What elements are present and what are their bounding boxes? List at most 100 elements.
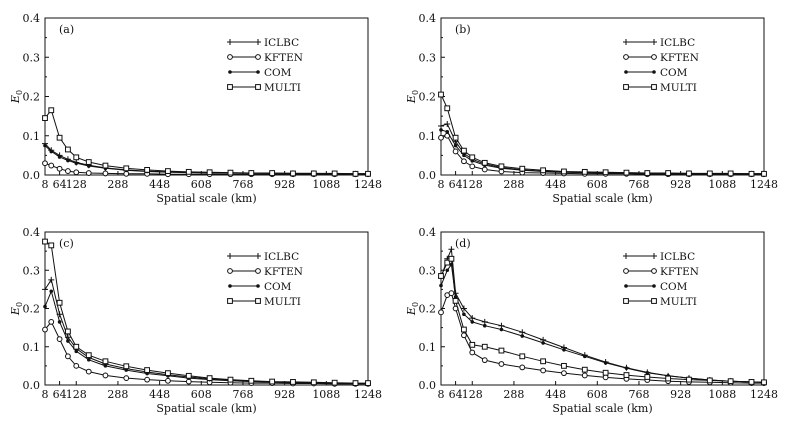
data-point-multi: [352, 170, 359, 177]
data-point-multi: [102, 358, 109, 365]
data-point-com: [74, 349, 79, 354]
series-line-kften: [440, 135, 764, 175]
y-tick-label: 0.4: [23, 12, 41, 25]
panel-label: (c): [59, 237, 74, 250]
legend-marker: [227, 298, 233, 304]
x-tick-label: 64: [53, 178, 67, 191]
data-point-multi: [623, 372, 630, 378]
legend-marker: [624, 70, 628, 74]
legend-label-multi: MULTI: [264, 296, 301, 308]
data-point-multi: [144, 166, 151, 173]
data-point-multi: [481, 343, 488, 350]
series-line-multi: [44, 109, 368, 175]
x-tick-label: 1088: [708, 388, 736, 401]
data-point-multi: [365, 170, 371, 177]
legend-label-multi: MULTI: [660, 82, 697, 94]
data-point-multi: [561, 168, 567, 175]
data-point-com: [462, 153, 466, 158]
x-axis-label: Spatial scale (km): [156, 192, 256, 205]
data-point-multi: [227, 376, 234, 383]
data-point-kften: [165, 377, 171, 384]
data-point-multi: [65, 328, 71, 335]
x-tick-label: 64: [449, 388, 463, 401]
x-tick-label: 8: [42, 178, 49, 191]
axes-frame: [440, 17, 765, 176]
data-point-kften: [461, 332, 467, 339]
data-point-multi: [581, 168, 588, 175]
data-point-kften: [540, 367, 547, 374]
legend-marker: [227, 39, 233, 45]
x-tick-label: 608: [587, 388, 608, 401]
data-point-iclbc: [519, 329, 526, 336]
data-point-multi: [748, 379, 755, 385]
legend-label-com: COM: [660, 67, 688, 79]
data-point-multi: [519, 353, 526, 360]
y-tick-label: 0.0: [419, 379, 437, 392]
data-point-kften: [498, 361, 505, 367]
data-point-com: [57, 320, 62, 324]
legend-marker: [623, 39, 629, 45]
data-point-kften: [73, 169, 80, 176]
data-point-kften: [56, 165, 63, 172]
legend-marker: [255, 253, 261, 259]
data-point-com: [624, 366, 629, 370]
axes-frame: [44, 231, 369, 386]
legend-marker: [651, 253, 657, 259]
series-line-iclbc: [44, 143, 368, 175]
legend-marker: [652, 284, 656, 288]
data-point-multi: [498, 347, 505, 354]
data-point-kften: [481, 357, 488, 364]
data-point-com: [86, 357, 91, 362]
x-tick-label: 928: [670, 178, 691, 191]
data-point-com: [453, 143, 458, 148]
data-point-com: [499, 327, 504, 332]
data-point-multi: [438, 91, 444, 98]
series-line-multi: [440, 94, 764, 175]
y-tick-label: 0.3: [419, 264, 437, 277]
data-point-multi: [461, 147, 467, 154]
y-axis-label: E0: [9, 90, 24, 104]
x-tick-label: 8: [438, 178, 445, 191]
legend-marker: [228, 284, 232, 288]
data-point-kften: [102, 372, 109, 379]
y-tick-label: 0.4: [419, 226, 437, 239]
data-point-multi: [481, 159, 488, 166]
data-point-com: [645, 370, 650, 375]
x-axis-label: Spatial scale (km): [552, 192, 652, 205]
data-point-com: [49, 149, 54, 154]
data-point-kften: [469, 349, 476, 356]
data-point-com: [603, 361, 608, 365]
data-point-kften: [469, 163, 476, 170]
data-point-kften: [438, 309, 444, 316]
legend-marker: [256, 70, 260, 74]
legend-label-kften: KFTEN: [660, 52, 699, 64]
legend-label-kften: KFTEN: [264, 266, 303, 278]
data-point-com: [445, 268, 450, 273]
legend-marker: [652, 70, 656, 74]
data-point-multi: [452, 297, 459, 304]
data-point-multi: [248, 377, 255, 384]
data-point-multi: [73, 154, 80, 161]
legend-marker: [651, 39, 657, 45]
x-tick-label: 928: [274, 178, 295, 191]
y-axis-label: E0: [9, 302, 24, 316]
data-point-multi: [123, 363, 130, 370]
data-point-iclbc: [469, 315, 476, 322]
series-line-multi: [440, 257, 765, 383]
data-point-iclbc: [448, 246, 455, 253]
legend-label-iclbc: ICLBC: [264, 37, 299, 49]
x-tick-label: 768: [628, 178, 649, 191]
data-point-multi: [665, 375, 672, 382]
legend-marker: [256, 284, 260, 288]
data-point-multi: [65, 146, 71, 153]
x-tick-label: 128: [462, 178, 483, 191]
panel-b: 0.0 0.1 0.2 0.3 0.4 8 64 128 288 448 608 768 928 1088…: [405, 12, 778, 205]
legend-label-kften: KFTEN: [264, 52, 303, 64]
data-point-multi: [123, 165, 130, 172]
data-point-com: [582, 354, 587, 359]
legend-marker: [227, 54, 233, 60]
data-point-kften: [56, 336, 63, 343]
x-tick-label: 1088: [312, 178, 340, 191]
data-point-multi: [102, 162, 109, 169]
